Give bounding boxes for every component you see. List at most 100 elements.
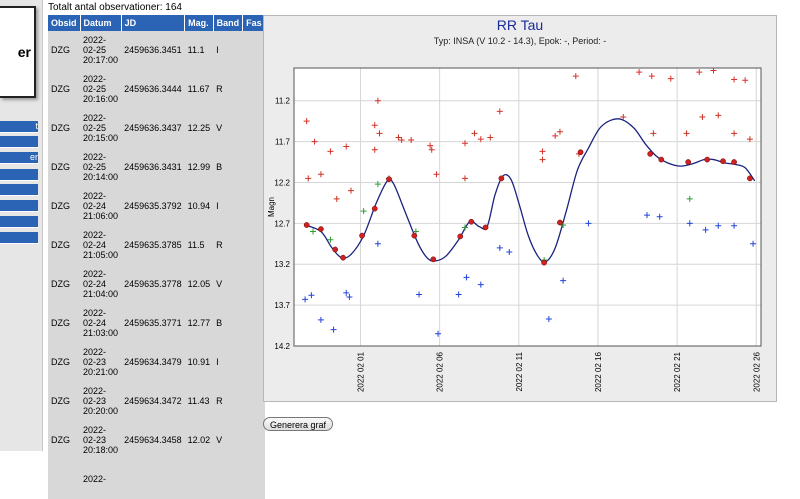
cell-date: 2022- 02-24 21:03:00 (80, 303, 122, 343)
cell-date: 2022- 02-25 20:15:00 (80, 108, 122, 148)
mean-point (482, 224, 489, 231)
column-header[interactable]: Fas (242, 15, 266, 31)
sidebar-nav-item[interactable] (0, 232, 38, 244)
plot-area (293, 67, 762, 347)
cell-fas (242, 420, 266, 460)
cell-date: 2022- 02-24 21:04:00 (80, 264, 122, 304)
mean-point (457, 233, 464, 240)
data-point (416, 291, 423, 298)
data-point (305, 175, 312, 182)
left-sidebar: er t er (0, 0, 43, 451)
data-point (702, 226, 709, 233)
data-point (585, 220, 592, 227)
table-row: DZG 2022- 02-23 20:21:00 2459634.3479 10.91 I (48, 342, 266, 382)
cell-mag: 12.02 (184, 420, 214, 460)
data-point (686, 220, 693, 227)
x-tick-label: 2022 02 16 (594, 351, 603, 392)
data-point (346, 293, 353, 300)
cell-band: I (213, 186, 243, 226)
data-point (496, 244, 503, 251)
cell-mag (184, 459, 214, 499)
data-point (308, 292, 315, 299)
cell-fas (242, 264, 266, 304)
mean-point (557, 219, 563, 226)
column-header[interactable]: Mag. (184, 15, 214, 31)
cell-band: B (213, 303, 243, 343)
cell-fas (242, 186, 266, 226)
mean-point (747, 175, 753, 182)
table-header-row: Obsid Datum JD Mag. Band Fas (48, 15, 266, 31)
data-point (327, 148, 334, 155)
light-curve-chart: RR Tau Typ: INSA (V 10.2 - 14.3), Epok: -… (263, 15, 777, 402)
data-point (374, 97, 381, 104)
data-point (427, 142, 434, 149)
sidebar-nav-item[interactable] (0, 136, 38, 148)
data-point (343, 143, 350, 150)
data-point (699, 114, 706, 121)
cell-mag: 12.99 (184, 147, 214, 187)
sidebar-nav-item[interactable] (0, 184, 38, 196)
data-point (398, 136, 405, 143)
y-tick-label: 13.7 (274, 301, 290, 310)
data-point (731, 130, 738, 137)
cell-obsid: DZG (48, 186, 81, 226)
cell-date: 2022- 02-25 20:14:00 (80, 147, 122, 187)
cell-mag: 11.1 (184, 31, 214, 70)
cell-obsid: DZG (48, 342, 81, 382)
table-row: DZG 2022- 02-24 21:06:00 2459635.3792 10.94 I (48, 186, 266, 226)
data-point (746, 136, 753, 143)
sidebar-nav-item[interactable] (0, 169, 38, 181)
column-header[interactable]: Band (213, 15, 244, 31)
table-row: DZG 2022- 02-25 20:17:00 2459636.3451 11.1 I (48, 31, 266, 70)
cell-band: V (213, 420, 243, 460)
column-header[interactable]: Datum (80, 15, 122, 31)
cell-band: R (213, 69, 243, 109)
y-tick-label: 13.2 (274, 260, 290, 269)
sidebar-nav-item[interactable] (0, 200, 38, 212)
table-row: DZG 2022- 02-24 21:03:00 2459635.3771 12.77 B (48, 303, 266, 343)
data-point (360, 208, 367, 215)
data-point (317, 171, 324, 178)
data-point (477, 136, 484, 143)
x-tick-label: 2022 02 26 (752, 351, 761, 392)
data-point (408, 136, 415, 143)
table-body: DZG 2022- 02-25 20:17:00 2459636.3451 11.1 I DZ… (48, 31, 266, 499)
data-point (667, 75, 674, 82)
column-header[interactable]: JD (121, 15, 186, 31)
cell-obsid: DZG (48, 225, 81, 265)
cell-mag: 11.5 (184, 225, 214, 265)
column-header[interactable]: Obsid (48, 15, 81, 31)
mean-point (658, 156, 665, 163)
data-point (376, 130, 383, 137)
sidebar-nav-item[interactable]: er (0, 152, 38, 164)
mean-point (647, 151, 654, 157)
cell-band: V (213, 108, 243, 148)
cell-jd: 2459635.3785 (121, 225, 185, 265)
cell-band: V (213, 264, 243, 304)
mean-point (303, 222, 310, 228)
cell-date: 2022- 02-23 20:21:00 (80, 342, 122, 382)
cell-band: R (213, 381, 243, 421)
mean-point (386, 176, 392, 183)
sidebar-nav-item[interactable]: t (0, 121, 38, 133)
cell-obsid: DZG (48, 381, 81, 421)
mean-point (332, 246, 339, 253)
data-point (435, 330, 442, 337)
sidebar-nav-item[interactable] (0, 216, 38, 228)
total-observations-label: Totalt antal observationer: 164 (48, 2, 182, 13)
cell-band (213, 459, 243, 499)
data-point (620, 114, 627, 121)
cell-band: R (213, 225, 243, 265)
cell-obsid: DZG (48, 303, 81, 343)
cell-fas (242, 459, 266, 499)
generate-graph-button[interactable]: Generera graf (263, 417, 334, 431)
cell-mag: 10.91 (184, 342, 214, 382)
site-logo[interactable]: er (0, 6, 36, 98)
x-tick-label: 2022 02 06 (436, 351, 445, 392)
data-point (656, 213, 663, 220)
mean-point (411, 232, 418, 239)
data-point (327, 236, 334, 243)
data-point (648, 73, 655, 80)
plot-border (293, 67, 762, 347)
mean-point (371, 205, 378, 212)
